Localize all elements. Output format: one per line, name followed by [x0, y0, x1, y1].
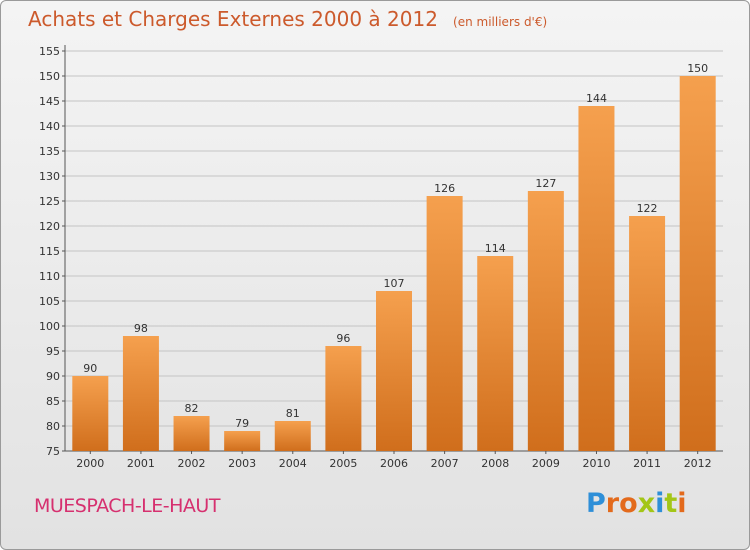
y-tick-label: 155	[39, 45, 60, 58]
x-tick-label: 2001	[127, 457, 155, 470]
chart-title: Achats et Charges Externes 2000 à 2012	[28, 7, 438, 31]
y-tick-label: 90	[46, 370, 60, 383]
x-tick-label: 2005	[329, 457, 357, 470]
y-tick-label: 95	[46, 345, 60, 358]
x-tick-label: 2009	[532, 457, 560, 470]
y-tick-label: 115	[39, 245, 60, 258]
data-labels: 90 98 82 79 81 96 107 126 114 127 144 122 150	[83, 62, 708, 430]
bar-2005	[325, 346, 362, 451]
x-tick-label: 2011	[633, 457, 661, 470]
bar-2009	[527, 191, 564, 451]
y-tick-label: 130	[39, 170, 60, 183]
bar-2002	[173, 416, 210, 451]
bar-2006	[376, 291, 412, 451]
x-tick-label: 2003	[228, 457, 256, 470]
x-tick-label: 2008	[481, 457, 509, 470]
data-label: 126	[434, 182, 455, 195]
bar-2004	[274, 421, 311, 451]
data-label: 114	[485, 242, 506, 255]
y-tick-label: 150	[39, 70, 60, 83]
bar-2000	[72, 376, 109, 451]
x-tick-label: 2002	[178, 457, 206, 470]
data-label: 107	[384, 277, 405, 290]
data-label: 79	[235, 417, 249, 430]
logo-letter: t	[664, 488, 678, 519]
y-tick-label: 110	[39, 270, 60, 283]
logo-letter: i	[677, 488, 687, 519]
y-tick-label: 75	[46, 445, 60, 458]
x-tick-label: 2000	[76, 457, 104, 470]
chart-unit: (en milliers d'€)	[453, 15, 548, 29]
y-tick-label: 135	[39, 145, 60, 158]
bar-2010	[578, 106, 615, 451]
y-tick-label: 85	[46, 395, 60, 408]
y-tick-label: 80	[46, 420, 60, 433]
y-tick-label: 140	[39, 120, 60, 133]
logo-letter: P	[586, 488, 606, 519]
title-line: Achats et Charges Externes 2000 à 2012 (…	[28, 7, 547, 31]
bar-2012	[679, 76, 716, 451]
bar-2008	[477, 256, 514, 451]
bar-2001	[122, 336, 159, 451]
x-tick-label: 2012	[684, 457, 712, 470]
data-label: 90	[83, 362, 97, 375]
bar-2003	[224, 431, 261, 451]
y-tick-label: 120	[39, 220, 60, 233]
data-label: 150	[687, 62, 708, 75]
x-tick-label: 2010	[582, 457, 610, 470]
data-label: 144	[586, 92, 607, 105]
bar-2011	[629, 216, 666, 451]
y-tick-label: 125	[39, 195, 60, 208]
logo-letter: o	[619, 488, 638, 519]
y-tick-label: 100	[39, 320, 60, 333]
proxiti-logo[interactable]: Proxiti	[586, 488, 687, 519]
data-label: 127	[535, 177, 556, 190]
data-label: 82	[185, 402, 199, 415]
data-label: 122	[637, 202, 658, 215]
bar-2007	[426, 196, 463, 451]
logo-letter: x	[637, 488, 656, 519]
town-name: MUESPACH-LE-HAUT	[34, 495, 220, 517]
x-tick-label: 2007	[431, 457, 459, 470]
bars	[72, 76, 716, 451]
logo-letter: r	[605, 488, 620, 519]
data-label: 96	[336, 332, 350, 345]
data-label: 81	[286, 407, 300, 420]
x-tick-label: 2004	[279, 457, 307, 470]
x-tick-label: 2006	[380, 457, 408, 470]
logo-letter: i	[655, 488, 665, 519]
data-label: 98	[134, 322, 148, 335]
y-tick-label: 105	[39, 295, 60, 308]
y-tick-label: 145	[39, 95, 60, 108]
